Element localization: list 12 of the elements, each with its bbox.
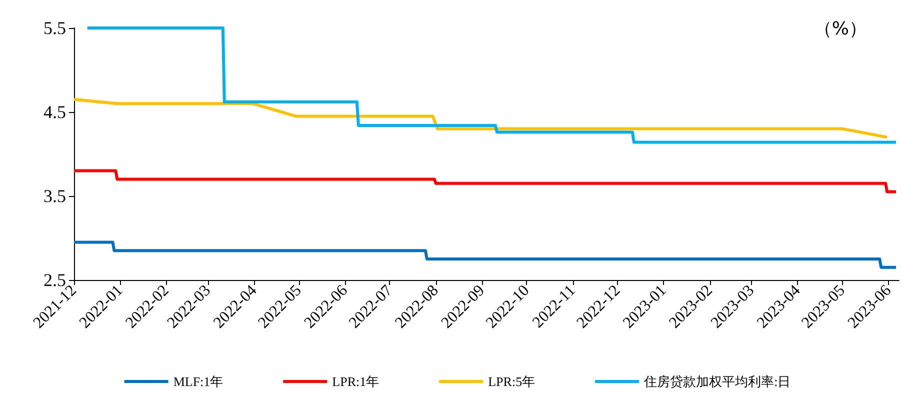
legend-label: 住房贷款加权平均利率:日 xyxy=(643,374,791,389)
annotation: （%） xyxy=(814,18,868,40)
line-series xyxy=(72,98,889,139)
legend-label: LPR:5年 xyxy=(488,374,536,389)
y-tick-label: 4.5 xyxy=(44,102,66,122)
legend-label: MLF:1年 xyxy=(173,374,224,389)
line-series xyxy=(72,169,898,194)
y-tick-label: 3.5 xyxy=(44,186,66,206)
y-tick-label: 5.5 xyxy=(44,18,66,38)
line-series xyxy=(72,240,898,269)
legend-label: LPR:1年 xyxy=(332,374,380,389)
y-tick-label: 2.5 xyxy=(44,270,66,290)
